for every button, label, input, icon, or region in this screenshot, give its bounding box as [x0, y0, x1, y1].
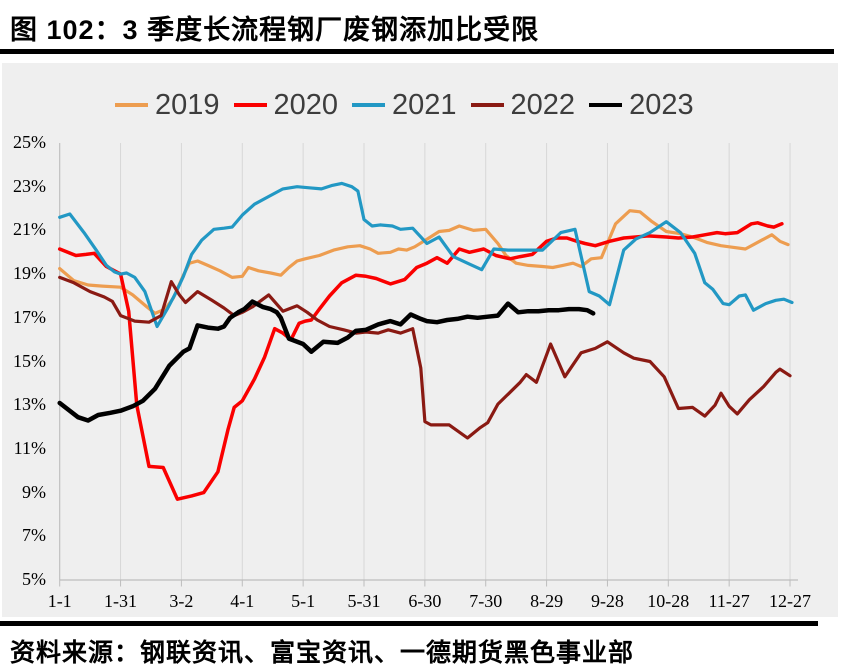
legend-label: 2019 [155, 89, 220, 121]
figure-title: 图 102：3 季度长流程钢厂废钢添加比受限 [10, 15, 540, 45]
source-text: 资料来源：钢联资讯、富宝资讯、一德期货黑色事业部 [10, 639, 635, 667]
series-line-2019 [58, 209, 790, 315]
x-tick-label: 5-1 [291, 591, 316, 611]
legend-swatch-2021 [352, 103, 386, 107]
y-tick-label: 13% [13, 394, 46, 415]
legend-swatch-2019 [115, 103, 148, 107]
legend-item-2021: 2021 [352, 90, 457, 120]
y-tick-label: 7% [22, 525, 46, 546]
chart-plot [57, 143, 798, 587]
x-tick-label: 9-28 [590, 591, 624, 611]
legend-swatch-2022 [470, 103, 504, 107]
legend-item-2020: 2020 [233, 89, 339, 121]
y-tick-label: 9% [22, 481, 46, 502]
legend-label: 2021 [392, 89, 457, 121]
legend-swatch-2020 [233, 103, 267, 107]
x-tick-label: 8-29 [530, 591, 564, 611]
chart-legend: 2019 2020 2021 2022 2023 [115, 90, 694, 120]
x-tick-label: 11-27 [708, 591, 750, 611]
x-tick-label: 7-30 [469, 591, 503, 611]
y-tick-label: 15% [13, 350, 46, 371]
x-tick-label: 3-2 [169, 591, 194, 611]
legend-item-2022: 2022 [470, 89, 576, 121]
x-tick-label: 6-30 [408, 591, 442, 611]
series-line-2021 [58, 181, 794, 329]
x-tick-label: 4-1 [230, 591, 255, 611]
legend-item-2023: 2023 [589, 90, 694, 120]
y-tick-label: 23% [13, 175, 46, 196]
x-tick-label: 1-1 [47, 591, 72, 611]
y-tick-label: 21% [13, 219, 46, 240]
legend-item-2019: 2019 [115, 90, 220, 120]
y-tick-label: 25% [13, 132, 46, 152]
series-line-2022 [58, 275, 792, 440]
x-tick-label: 1-31 [104, 591, 138, 611]
x-tick-label: 10-28 [647, 591, 690, 611]
legend-label: 2020 [273, 89, 339, 121]
legend-label: 2023 [629, 89, 694, 121]
legend-label: 2022 [510, 89, 576, 121]
series-line-2023 [57, 299, 596, 423]
y-tick-label: 19% [13, 263, 46, 284]
source-rule [0, 621, 818, 626]
x-tick-label: 5-31 [347, 591, 381, 611]
legend-swatch-2023 [589, 103, 623, 107]
y-tick-label: 11% [13, 437, 46, 458]
y-tick-label: 17% [13, 306, 46, 327]
y-tick-label: 5% [22, 569, 46, 589]
x-tick-label: 12-27 [769, 591, 812, 611]
title-rule [0, 49, 834, 54]
series-line-2020 [57, 221, 784, 501]
chart-panel [2, 63, 838, 617]
